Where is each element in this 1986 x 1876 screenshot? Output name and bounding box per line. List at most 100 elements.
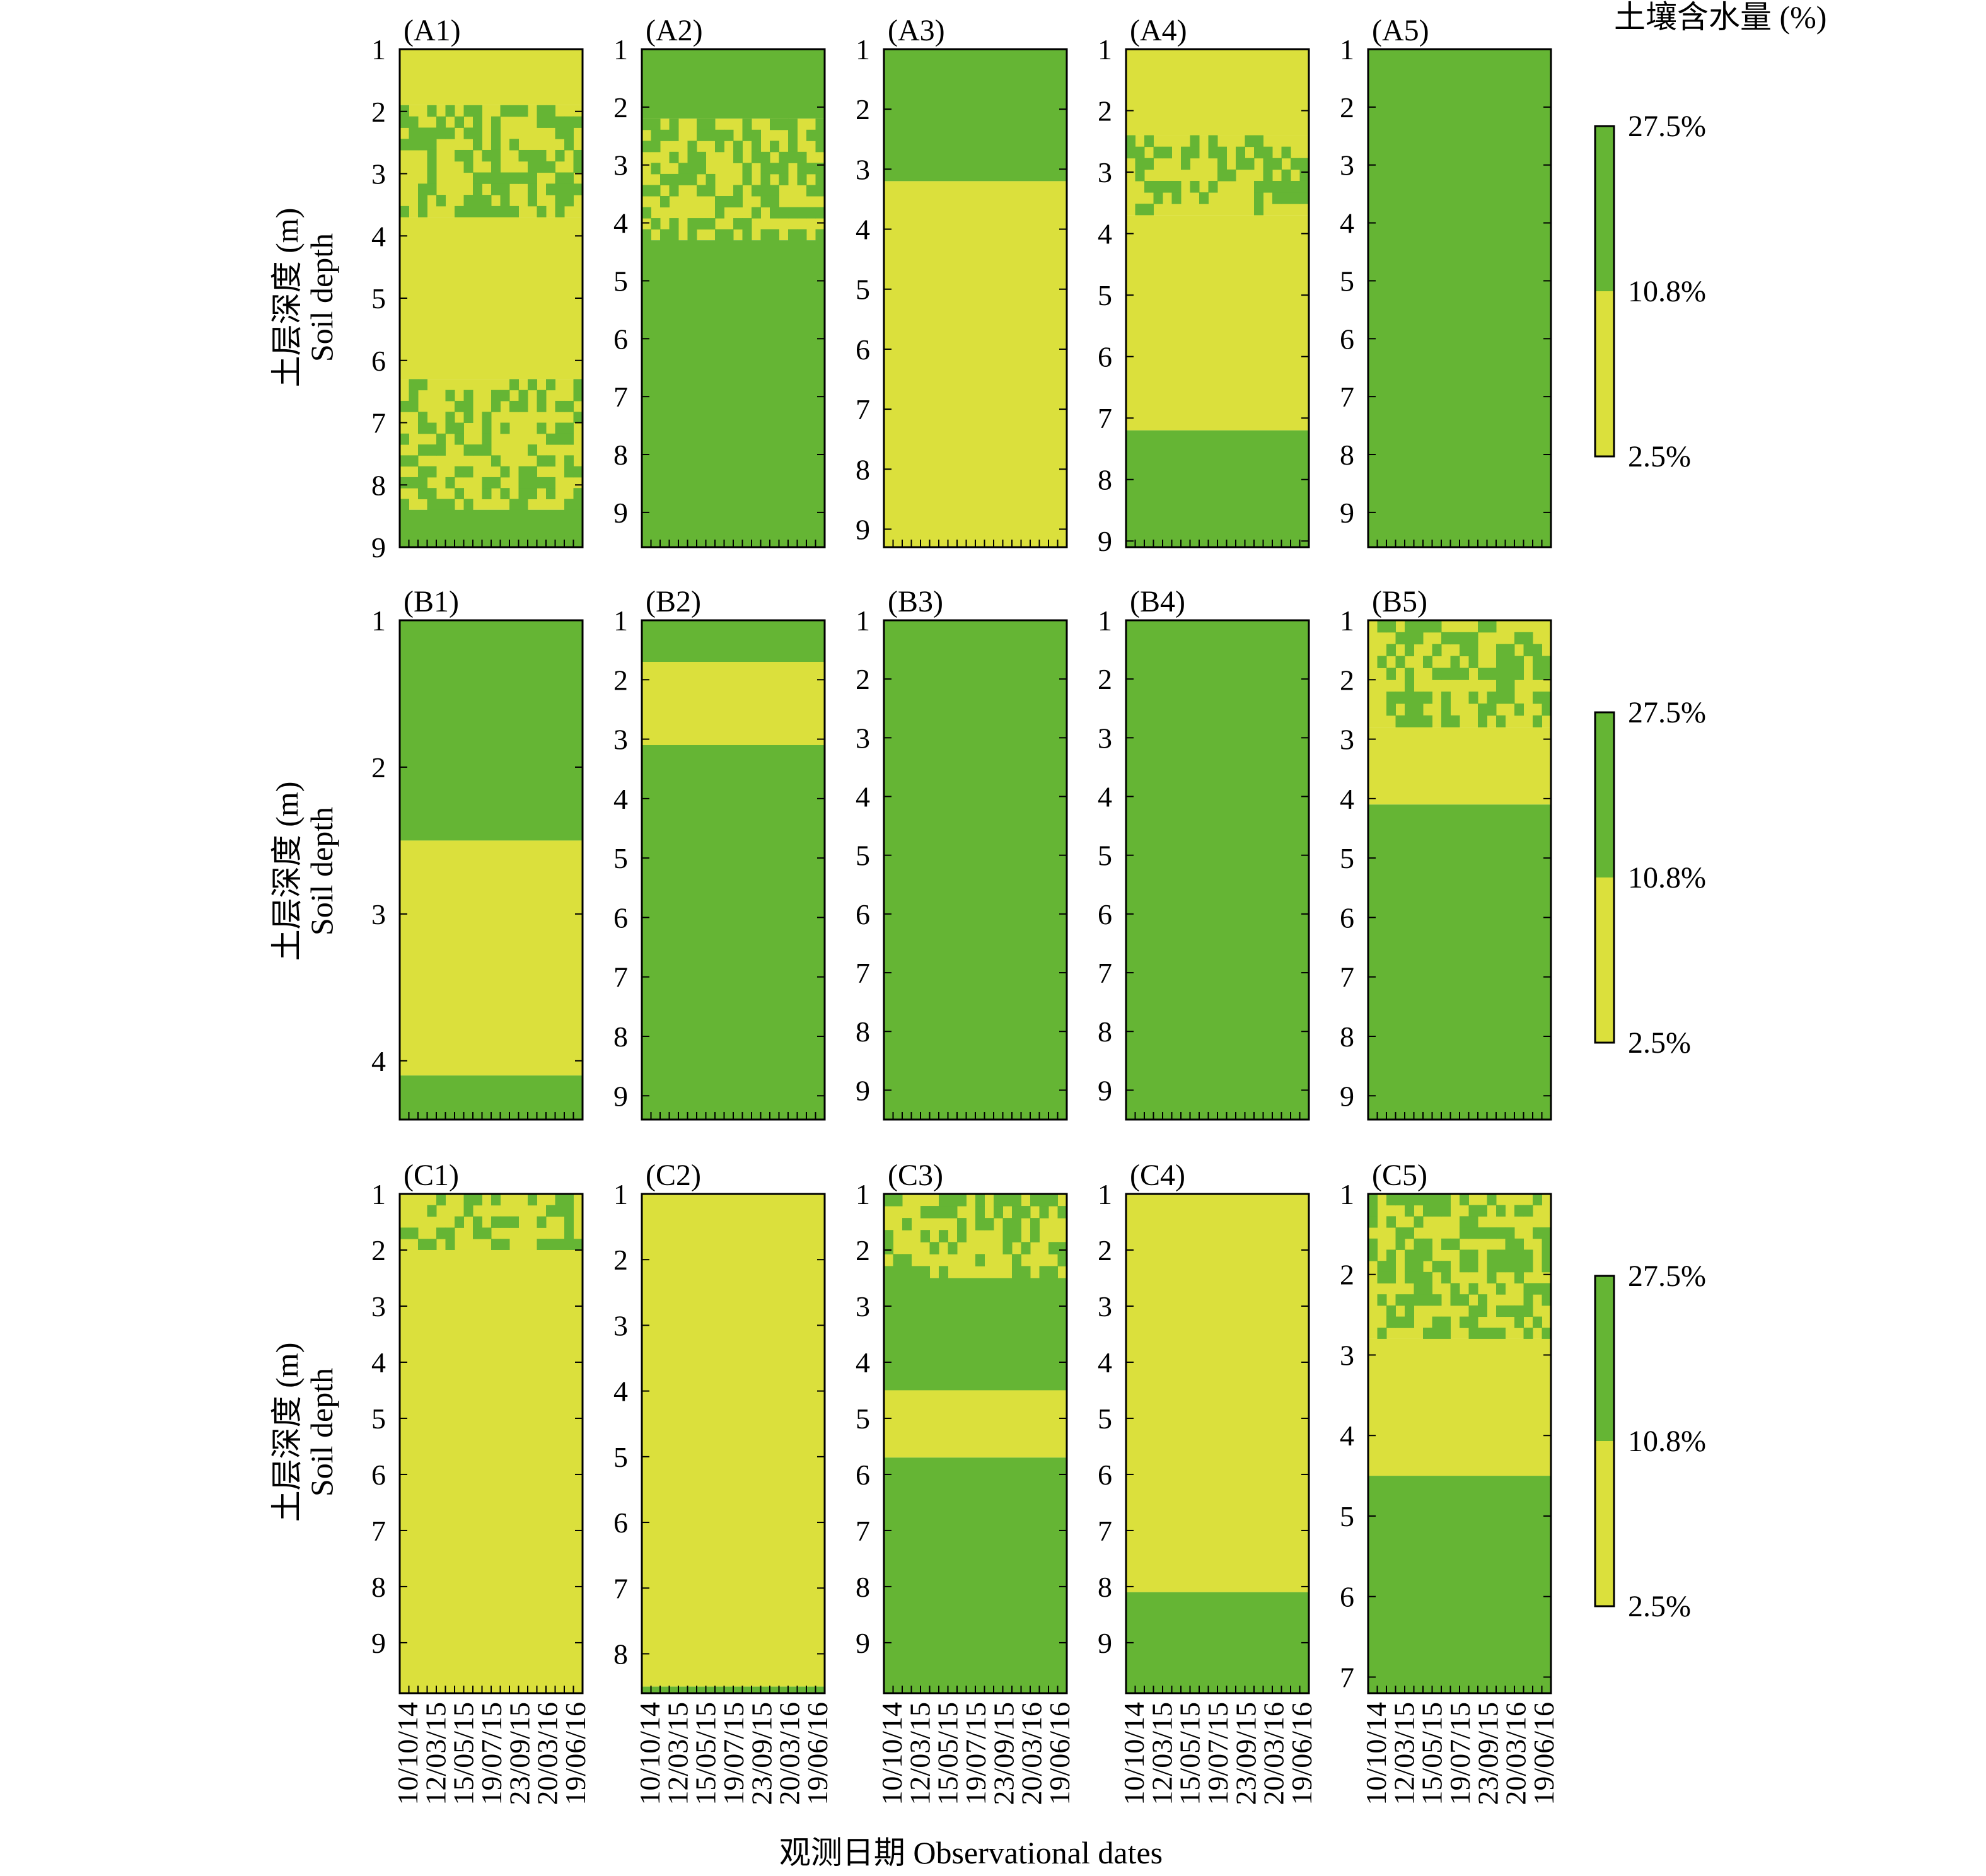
cell-A2-1-10-14 (770, 229, 779, 241)
cell-C5-0-11-18 (1533, 1316, 1542, 1328)
cell-A1-4-9-13 (518, 477, 528, 489)
xtick-label-C1-4: 23/09/15 (503, 1702, 535, 1805)
cell-A1-4-7-10 (491, 455, 501, 467)
cell-B5-0-3-9 (1450, 656, 1460, 668)
cell-A4-1-0-9 (1208, 135, 1218, 148)
cell-A2-1-0-7 (706, 119, 716, 130)
cell-C5-0-10-17 (1523, 1305, 1533, 1317)
cell-A1-4-2-0 (400, 400, 409, 412)
cell-A1-4-4-9 (482, 422, 492, 434)
cell-C5-0-8-18 (1533, 1283, 1542, 1295)
cell-C5-0-0-4 (1405, 1194, 1414, 1206)
cell-C5-0-10-14 (1496, 1305, 1506, 1317)
cell-C5-0-5-19 (1542, 1249, 1552, 1261)
cell-A1-1-4-13 (518, 149, 528, 162)
ytick-label-B3-6: 7 (856, 957, 870, 989)
cell-C3-0-3-14 (1012, 1230, 1021, 1242)
cell-C5-0-8-19 (1542, 1283, 1552, 1295)
cell-A2-1-9-10 (733, 218, 743, 230)
layer-B2-2 (642, 745, 825, 1120)
cell-B5-0-1-9 (1450, 632, 1460, 645)
cell-A1-1-1-4 (436, 116, 446, 128)
cell-B5-0-3-19 (1542, 656, 1552, 668)
cell-C5-0-7-1 (1377, 1271, 1387, 1283)
cell-C3-0-1-5 (929, 1206, 939, 1219)
cell-A2-1-3-3 (669, 151, 679, 163)
panel-label-B3: (B3) (888, 585, 943, 618)
cell-A1-4-2-15 (537, 400, 547, 412)
xtick-label-C5-6: 19/06/16 (1528, 1702, 1560, 1805)
cell-B5-0-0-13 (1487, 620, 1497, 633)
cell-A1-4-1-1 (409, 390, 419, 402)
cell-C5-0-6-16 (1514, 1261, 1524, 1273)
cell-A1-4-3-9 (482, 412, 492, 423)
cell-A1-1-0-7 (463, 105, 473, 117)
ytick-label-B5-4: 5 (1340, 842, 1354, 874)
xtick-label-C1-6: 19/06/16 (559, 1702, 591, 1805)
cell-A4-1-3-15 (1263, 169, 1273, 182)
cell-C1-0-1-18 (564, 1205, 574, 1217)
cell-B5-0-2-7 (1432, 644, 1442, 657)
ytick-label-C4-8: 9 (1098, 1627, 1112, 1659)
cell-C5-0-4-6 (1423, 1238, 1432, 1250)
cell-C5-0-0-8 (1441, 1194, 1451, 1206)
cell-A4-1-0-0 (1126, 135, 1135, 148)
cell-C5-0-4-16 (1514, 1238, 1524, 1250)
cell-C1-0-2-8 (473, 1216, 482, 1228)
cell-A1-1-9-8 (473, 206, 482, 218)
cell-C5-0-4-8 (1441, 1238, 1451, 1250)
cell-A1-1-0-12 (509, 105, 519, 117)
cell-C1-0-3-0 (400, 1227, 409, 1239)
cell-A2-1-4-11 (742, 163, 752, 175)
cell-A1-4-8-11 (500, 466, 510, 478)
panel-A5: (A5) 1 2 3 4 5 6 7 8 9 (1340, 14, 1552, 548)
cell-C5-0-0-7 (1432, 1194, 1442, 1206)
panel-C5: (C5) 1 2 3 4 5 6 710/10/1412/03/1515/05/1519/07… (1340, 1159, 1560, 1805)
cell-C3-0-2-13 (1002, 1218, 1013, 1230)
cell-A4-1-1-0 (1126, 146, 1135, 159)
ytick-label-C5-3: 4 (1340, 1420, 1354, 1452)
ytick-label-B5-1: 2 (1340, 664, 1354, 696)
cell-A4-1-5-8 (1199, 192, 1209, 204)
cell-A2-1-6-7 (706, 185, 716, 197)
cell-A1-4-4-15 (537, 422, 547, 434)
cell-A2-1-2-10 (733, 141, 743, 153)
cell-C1-0-2-6 (455, 1216, 464, 1228)
xtick-label-C3-3: 19/07/15 (960, 1702, 992, 1805)
cell-A4-1-3-1 (1135, 169, 1145, 182)
ytick-label-A4-3: 4 (1098, 218, 1112, 250)
cell-C5-0-3-11 (1468, 1227, 1478, 1239)
cell-C3-0-0-0 (884, 1194, 893, 1207)
cell-A1-4-1-5 (445, 390, 455, 402)
cell-C5-0-0-5 (1414, 1194, 1424, 1206)
cell-C5-0-5-15 (1505, 1249, 1515, 1261)
cell-A4-1-5-17 (1281, 192, 1291, 204)
cell-A1-4-8-13 (518, 466, 528, 478)
cell-C5-0-2-11 (1468, 1216, 1478, 1228)
cell-A2-1-9-7 (706, 218, 716, 230)
cell-C5-0-1-17 (1523, 1205, 1533, 1217)
ytick-label-C1-6: 7 (371, 1515, 386, 1547)
cell-B5-0-4-8 (1441, 668, 1451, 680)
cell-C1-0-4-18 (564, 1239, 574, 1251)
cell-B5-0-4-9 (1450, 668, 1460, 680)
ytick-label-A4-1: 2 (1098, 95, 1112, 127)
cell-C5-0-0-6 (1423, 1194, 1432, 1206)
xtick-label-C2-3: 19/07/15 (717, 1702, 750, 1805)
cell-A1-4-1-15 (537, 390, 547, 402)
cell-C3-0-0-12 (994, 1194, 1003, 1207)
cell-A1-4-0-2 (418, 379, 427, 391)
cell-A1-4-6-8 (473, 444, 482, 456)
cell-C5-0-11-2 (1386, 1316, 1396, 1328)
panel-B5: (B5) 1 2 3 4 5 6 7 8 9 (1340, 585, 1552, 1121)
cell-A1-4-4-6 (455, 422, 464, 434)
cell-A1-4-2-7 (463, 400, 473, 412)
cell-B5-0-2-18 (1533, 644, 1542, 657)
xtick-label-C2-1: 12/03/15 (661, 1702, 694, 1805)
cell-B5-0-5-14 (1496, 680, 1506, 692)
cell-A1-1-2-7 (463, 127, 473, 139)
cell-C3-0-1-7 (948, 1206, 958, 1219)
xtick-label-C5-4: 23/09/15 (1472, 1702, 1504, 1805)
cell-A1-4-1-13 (518, 390, 528, 402)
cell-A1-4-9-0 (400, 477, 409, 489)
